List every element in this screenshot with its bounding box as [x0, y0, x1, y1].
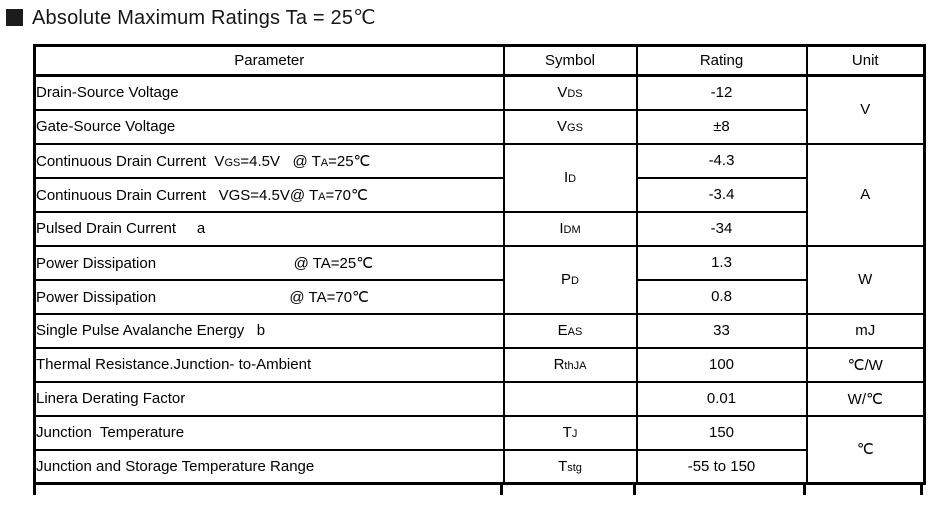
param-cell: Drain-Source Voltage	[33, 74, 505, 111]
table-row: Pulsed Drain Current a IDM -34	[33, 210, 925, 247]
rating-cell: ±8	[635, 108, 808, 145]
unit-cell: W/℃	[805, 380, 926, 417]
param-cell: Junction and Storage Temperature Range	[33, 448, 505, 485]
table-continuation-rule	[920, 485, 923, 495]
symbol-cell: ID	[502, 142, 638, 213]
symbol-cell: TJ	[502, 414, 638, 451]
header-row: Parameter Symbol Rating Unit	[33, 44, 926, 77]
rating-cell: -3.4	[635, 176, 808, 213]
absolute-maximum-ratings-table: Parameter Symbol Rating Unit Drain-Sourc…	[33, 44, 926, 485]
section-title-text: Absolute Maximum Ratings Ta = 25℃	[32, 7, 376, 29]
param-cell: Continuous Drain Current VGS=4.5V@ TA=70…	[33, 176, 505, 213]
param-cell: Power Dissipation @ TA=70℃	[33, 278, 505, 315]
symbol-cell: IDM	[502, 210, 638, 247]
table-row: Power Dissipation @ TA=25℃ PD 1.3 W	[33, 244, 926, 315]
rating-cell: 150	[635, 414, 808, 451]
param-cell: Pulsed Drain Current a	[33, 210, 505, 247]
rating-cell: -4.3	[635, 142, 808, 179]
symbol-cell: VGS	[502, 108, 638, 145]
table-row: Linera Derating Factor 0.01 W/℃	[33, 380, 926, 417]
table-row: Gate-Source Voltage VGS ±8	[33, 108, 925, 145]
param-cell: Junction Temperature	[33, 414, 505, 451]
table-continuation-rule	[33, 485, 36, 495]
rating-cell: 33	[635, 312, 808, 349]
col-header-parameter: Parameter	[33, 44, 505, 77]
symbol-cell: EAS	[502, 312, 638, 349]
section-marker-icon	[6, 9, 23, 26]
table-row: Continuous Drain Current VGS=4.5V@ TA=70…	[33, 176, 925, 213]
col-header-unit: Unit	[805, 44, 926, 77]
rating-cell: 0.01	[635, 380, 808, 417]
symbol-cell: Tstg	[502, 448, 638, 485]
symbol-cell: PD	[502, 244, 638, 315]
param-cell: Power Dissipation @ TA=25℃	[33, 244, 505, 281]
table-continuation-rule	[633, 485, 636, 495]
rating-cell: 100	[635, 346, 808, 383]
unit-cell: mJ	[805, 312, 926, 349]
table-row: Single Pulse Avalanche Energy b EAS 33 m…	[33, 312, 926, 349]
unit-cell: W	[805, 244, 926, 315]
section-title: Absolute Maximum Ratings Ta = 25℃	[6, 5, 376, 30]
col-header-rating: Rating	[635, 44, 808, 77]
unit-cell: ℃	[805, 414, 926, 485]
table-row: Continuous Drain Current VGS=4.5V @ TA=2…	[33, 142, 926, 247]
table-row: Drain-Source Voltage VDS -12 V	[33, 74, 926, 145]
table-row: Power Dissipation @ TA=70℃ 0.8	[33, 278, 925, 315]
rating-cell: 0.8	[635, 278, 808, 315]
rating-cell: -34	[635, 210, 808, 247]
rating-cell: -12	[635, 74, 808, 111]
col-header-symbol: Symbol	[502, 44, 638, 77]
symbol-cell: VDS	[502, 74, 638, 111]
table-continuation-rule	[803, 485, 806, 495]
table-row: Thermal Resistance.Junction- to-Ambient …	[33, 346, 926, 383]
param-cell: Single Pulse Avalanche Energy b	[33, 312, 505, 349]
symbol-cell	[502, 380, 638, 417]
table-row: Junction and Storage Temperature Range T…	[33, 448, 925, 485]
unit-cell: V	[805, 74, 926, 145]
rating-cell: -55 to 150	[635, 448, 808, 485]
unit-cell: ℃/W	[805, 346, 926, 383]
param-cell: Continuous Drain Current VGS=4.5V @ TA=2…	[33, 142, 505, 179]
ratings-table-wrapper: Parameter Symbol Rating Unit Drain-Sourc…	[33, 44, 926, 495]
symbol-cell: RthJA	[502, 346, 638, 383]
param-cell: Linera Derating Factor	[33, 380, 505, 417]
rating-cell: 1.3	[635, 244, 808, 281]
table-continuation-rule	[500, 485, 503, 495]
unit-cell: A	[805, 142, 926, 247]
param-cell: Thermal Resistance.Junction- to-Ambient	[33, 346, 505, 383]
table-row: Junction Temperature TJ 150 ℃	[33, 414, 926, 485]
param-cell: Gate-Source Voltage	[33, 108, 505, 145]
